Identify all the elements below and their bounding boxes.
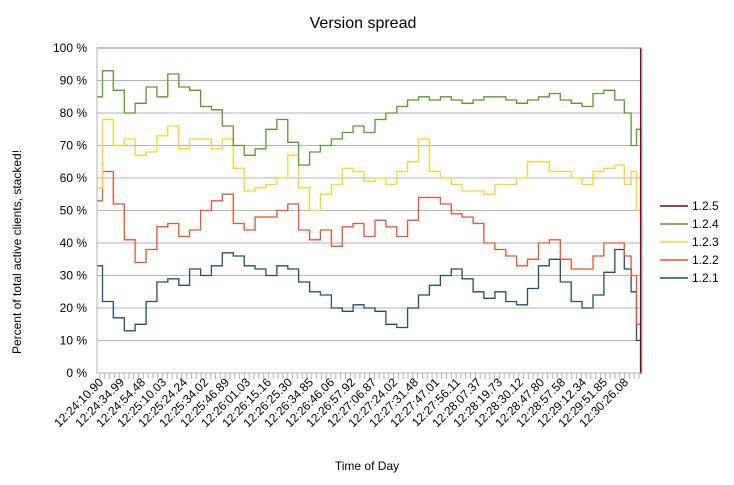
series-line-1-2-1 [97, 248, 642, 374]
y-tick-label: 80 % [60, 106, 88, 120]
x-axis-ticks: 12:24:10.9012:24:34.9912:24:54.4812:25:1… [51, 373, 640, 430]
y-tick-label: 0 % [66, 366, 87, 380]
y-axis-ticks: 0 % 10 % 20 % 30 % 40 % 50 % 60 % 70 % 80 % 90 % 1… [53, 41, 87, 380]
plot-frame [96, 47, 643, 374]
y-tick-label: 100 % [53, 41, 87, 55]
series-line-1-2-4 [97, 70, 642, 374]
legend-label: 1.2.5 [692, 199, 719, 213]
y-tick-label: 50 % [60, 204, 88, 218]
series-line-1-2-3 [97, 118, 642, 374]
x-axis-title: Time of Day [335, 459, 399, 473]
legend: 1.2.5 1.2.4 1.2.3 1.2.2 1.2.1 [660, 199, 719, 285]
legend-label: 1.2.3 [692, 235, 719, 249]
y-tick-label: 20 % [60, 301, 88, 315]
y-tick-label: 40 % [60, 236, 88, 250]
y-axis-title: Percent of total active clients, stacked… [10, 150, 24, 354]
chart-title: Version spread [310, 15, 417, 32]
legend-label: 1.2.2 [692, 253, 719, 267]
legend-label: 1.2.4 [692, 217, 719, 231]
legend-label: 1.2.1 [692, 271, 719, 285]
series-line-1-2-2 [97, 170, 642, 374]
y-tick-label: 90 % [60, 74, 88, 88]
y-tick-label: 10 % [60, 334, 88, 348]
y-tick-label: 30 % [60, 269, 88, 283]
y-tick-label: 60 % [60, 171, 88, 185]
y-tick-label: 70 % [60, 139, 88, 153]
